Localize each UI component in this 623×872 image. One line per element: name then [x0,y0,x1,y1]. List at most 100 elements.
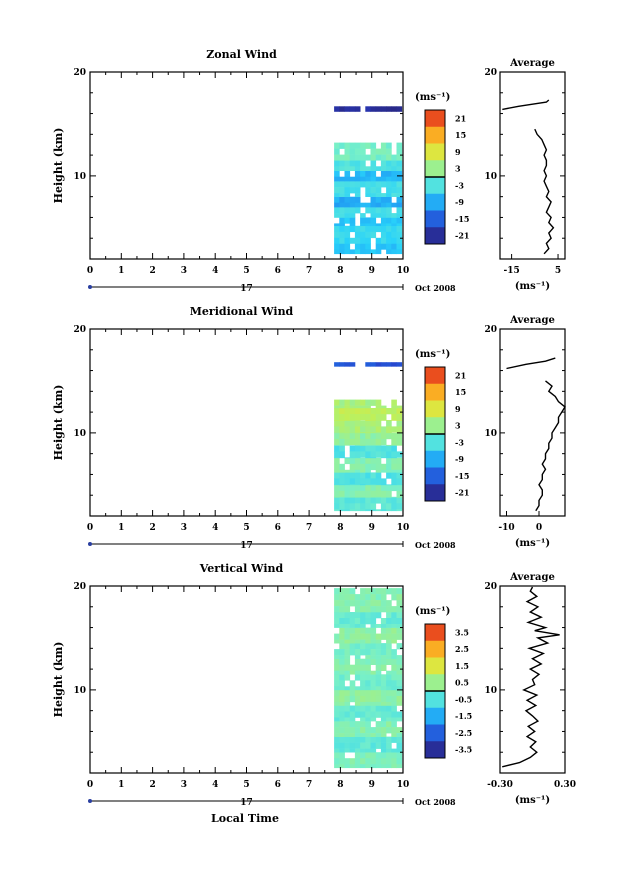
meridional-cell [360,414,366,421]
meridional-cell [344,503,351,510]
vertical-cell [365,600,371,607]
vertical-cell [339,670,345,675]
vertical-cell [380,658,387,665]
vertical-colorbar-unit: (ms⁻¹) [415,606,450,617]
meridional-cell [344,444,351,446]
vertical-cell [354,727,361,734]
zonal-cell [370,207,377,214]
zonal-cell [344,193,351,197]
zonal-average-profile-upper [502,99,550,111]
meridional-cell [386,457,392,459]
meridional-cell [344,438,351,446]
meridional-cell [349,490,356,498]
vertical-cell [354,689,361,697]
vertical-colorbar-tick-label: 1.5 [455,661,469,671]
zonal-cell [354,181,361,188]
zonal-cell [396,106,403,112]
meridional-cell [391,451,397,458]
meridional-cell [334,414,340,421]
vertical-cell [354,674,361,681]
zonal-cell [375,193,382,197]
zonal-cell [396,154,403,161]
meridional-cell [380,420,387,421]
meridional-cell [344,420,351,421]
vertical-cell [380,752,387,759]
meridional-cell [391,408,397,415]
zonal-cell [375,106,382,112]
meridional-cell [334,496,340,498]
meridional-colorbar-tick-label: -21 [455,488,469,498]
vertical-cell [339,748,345,753]
meridional-cell [380,478,387,485]
zonal-cell [354,249,361,255]
vertical-cell [349,689,356,697]
meridional-cell [375,432,382,434]
meridional-cell [375,469,382,473]
vertical-cell [375,701,382,706]
meridional-colorbar-tick-label: 21 [455,370,466,380]
vertical-cell [396,727,403,734]
meridional-cell [386,457,392,465]
zonal-cell [334,207,340,214]
zonal-cell [391,223,397,227]
meridional-cell [365,484,371,486]
meridional-cell [380,445,387,452]
vertical-cell [334,736,340,743]
vertical-cell [360,606,366,613]
meridional-cell [365,457,371,459]
vertical-cell [380,649,387,656]
vertical-cell [386,643,392,650]
vertical-x-tick-label: 8 [337,780,343,790]
meridional-cell [334,408,340,415]
meridional-cell [360,426,366,433]
meridional-cell [386,484,392,486]
meridional-cell [396,408,403,415]
zonal-cell [386,106,392,112]
vertical-cell [334,752,340,759]
zonal-cell [334,196,340,203]
vertical-cell [380,689,387,697]
vertical-cell [365,711,371,718]
vertical-cell [396,686,403,691]
zonal-cell [365,181,371,188]
zonal-cell [344,213,351,218]
zonal-cell [354,170,361,177]
zonal-cell [354,176,361,182]
vertical-cell [391,670,397,675]
zonal-cell [391,231,397,239]
vertical-cell [360,689,366,697]
meridional-cell [391,420,397,421]
vertical-x-tick-label: 2 [149,780,155,790]
zonal-cell [380,106,387,112]
zonal-cell [386,154,392,161]
meridional-cell [391,445,397,452]
meridional-cell [380,362,387,367]
meridional-cell [354,472,361,479]
zonal-cell [396,170,403,177]
meridional-average-x-tick-label: 0 [536,523,542,533]
meridional-cell [370,445,377,452]
meridional-cell [339,457,345,459]
vertical-cell [375,721,382,728]
vertical-colorbar-segment [425,741,445,759]
meridional-y-tick-label: 10 [73,429,86,439]
vertical-cell [334,727,340,734]
vertical-cell [370,758,377,765]
zonal-cell [396,202,403,208]
vertical-cell [365,764,371,769]
zonal-cell [391,170,397,177]
meridional-cell [339,432,345,434]
vertical-cell [339,649,345,656]
vertical-cell [339,618,345,625]
vertical-colorbar-tick-label: -2.5 [455,728,472,738]
zonal-cell [391,249,397,255]
vertical-cell [375,649,382,656]
zonal-cell [386,231,392,239]
vertical-cell [360,633,366,640]
zonal-cell [334,193,340,197]
zonal-cell [334,237,340,244]
vertical-cell [391,606,397,613]
zonal-colorbar-tick-label: -15 [455,214,469,224]
zonal-cell [370,213,377,218]
meridional-cell [354,457,361,459]
